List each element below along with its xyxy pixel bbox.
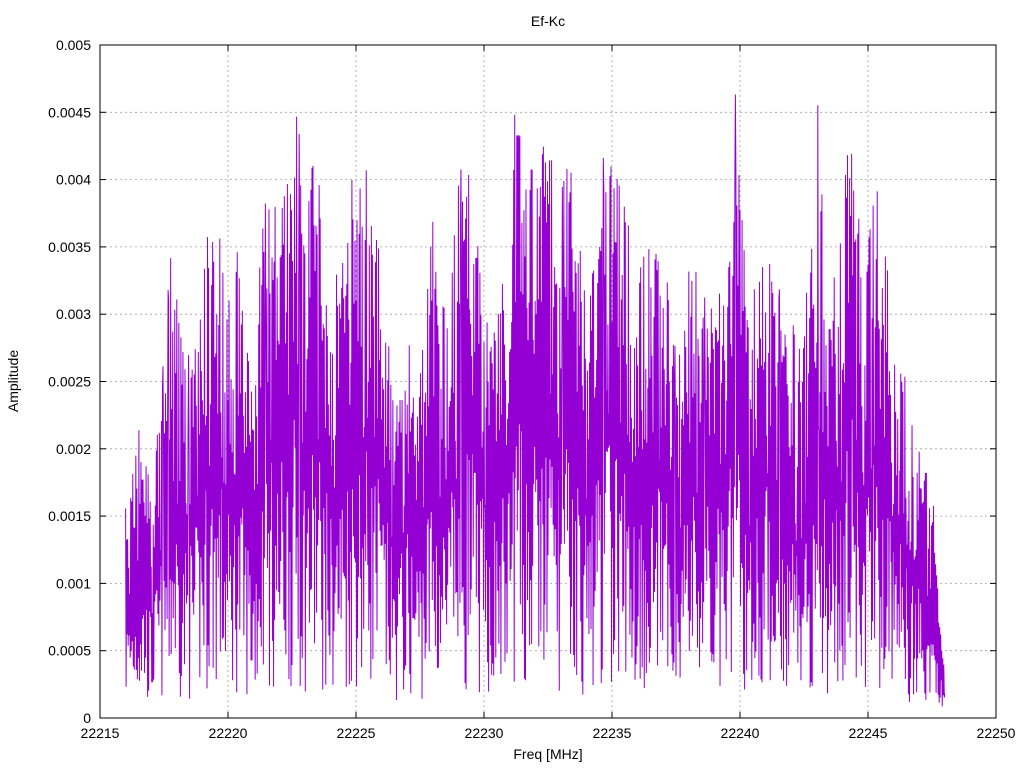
x-tick-label: 22225 — [337, 725, 376, 741]
y-tick-label: 0.0015 — [48, 508, 91, 524]
y-tick-label: 0.003 — [56, 306, 91, 322]
y-tick-label: 0.001 — [56, 575, 91, 591]
y-tick-label: 0 — [83, 710, 91, 726]
y-tick-label: 0.0005 — [48, 643, 91, 659]
x-tick-label: 22250 — [977, 725, 1016, 741]
x-tick-label: 22230 — [465, 725, 504, 741]
y-tick-label: 0.004 — [56, 172, 91, 188]
series-plot — [125, 94, 946, 707]
y-tick-label: 0.0045 — [48, 104, 91, 120]
chart-title: Ef-Kc — [531, 13, 565, 29]
y-tick-labels: 0 0.0005 0.001 0.0015 0.002 0.0025 0.003 0.0035… — [48, 37, 91, 726]
y-tick-label: 0.0035 — [48, 239, 91, 255]
x-tick-labels: 22215 22220 22225 22230 22235 22240 22245 22250 — [81, 725, 1016, 741]
y-axis-label: Amplitude — [5, 350, 21, 412]
y-tick-label: 0.005 — [56, 37, 91, 53]
x-tick-label: 22235 — [593, 725, 632, 741]
axis-ticks — [99, 44, 997, 719]
x-tick-label: 22215 — [81, 725, 120, 741]
x-axis-label: Freq [MHz] — [513, 746, 582, 762]
series-line — [125, 94, 946, 707]
x-tick-label: 22245 — [849, 725, 888, 741]
y-tick-label: 0.002 — [56, 441, 91, 457]
x-tick-label: 22240 — [721, 725, 760, 741]
x-tick-label: 22220 — [209, 725, 248, 741]
y-tick-label: 0.0025 — [48, 374, 91, 390]
